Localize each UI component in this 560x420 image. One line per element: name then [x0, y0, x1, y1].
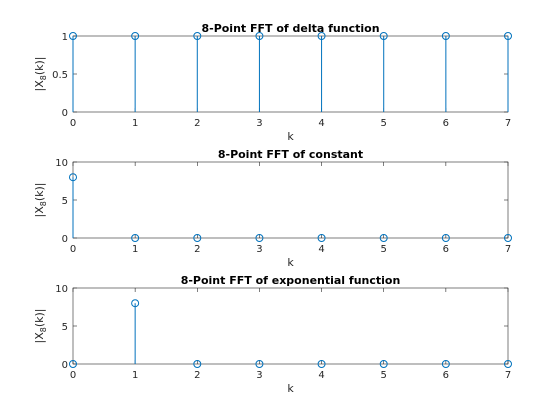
y-axis-label-main: |X [33, 80, 46, 92]
stem-marker [69, 32, 77, 40]
y-tick-label: 5 [62, 196, 68, 207]
stem-marker [131, 299, 140, 308]
stem-marker [193, 32, 202, 40]
stem-marker [379, 360, 388, 368]
subplot-2: 0 1 2 3 4 5 6 7 0 5 10 8-Point FFT of constant k |X8(… [33, 148, 512, 269]
y-tick-label: 10 [55, 158, 68, 169]
x-axis-label: k [287, 382, 294, 395]
stem-marker [193, 360, 202, 368]
y-tick-label: 0 [62, 234, 68, 245]
y-axis-label: |X8(k)| [33, 308, 48, 343]
y-axis-label-main: |X [33, 206, 46, 218]
x-tick-label: 4 [318, 370, 324, 381]
y-axis-label-tail: (k)| [33, 182, 46, 201]
y-axis-label-main: |X [33, 332, 46, 344]
x-tick-label: 4 [318, 118, 324, 129]
x-tick-label: 5 [381, 118, 387, 129]
subplot-1: 0 1 2 3 4 5 6 7 0 0.5 1 8-Point FFT of delta functi… [33, 22, 512, 143]
y-axis-label-subscript: 8 [39, 75, 48, 80]
stem-marker [379, 32, 388, 40]
stem-marker [193, 234, 202, 242]
axes-box [72, 287, 509, 365]
stem-marker [255, 360, 264, 368]
x-tick-label: 0 [70, 118, 76, 129]
stem-marker [441, 360, 450, 368]
x-tick-label: 5 [381, 370, 387, 381]
axes-box [72, 35, 509, 113]
stem-marker [504, 32, 512, 40]
chart-title: 8-Point FFT of exponential function [181, 274, 401, 287]
x-tick-label: 7 [505, 244, 511, 255]
x-tick-label: 1 [132, 244, 138, 255]
y-axis-label-tail: (k)| [33, 56, 46, 75]
stem-marker [131, 32, 140, 40]
x-tick-label: 7 [505, 118, 511, 129]
y-axis-label-tail: (k)| [33, 308, 46, 327]
y-axis-label: |X8(k)| [33, 56, 48, 91]
x-tick-label: 2 [194, 370, 200, 381]
stem-marker [69, 360, 77, 368]
chart-title: 8-Point FFT of delta function [201, 22, 379, 35]
stem-marker [504, 234, 512, 242]
y-tick-label: 10 [55, 284, 68, 295]
y-tick-label: 0 [62, 108, 68, 119]
chart-title: 8-Point FFT of constant [218, 148, 363, 161]
x-tick-label: 6 [443, 370, 449, 381]
x-tick-label: 6 [443, 118, 449, 129]
stem-marker [317, 32, 326, 40]
x-tick-label: 7 [505, 370, 511, 381]
x-tick-label: 1 [132, 118, 138, 129]
x-tick-label: 3 [256, 370, 262, 381]
stem-marker [255, 32, 264, 40]
stem-marker [379, 234, 388, 242]
y-axis-label-subscript: 8 [39, 327, 48, 332]
y-axis-label-subscript: 8 [39, 201, 48, 206]
x-tick-label: 3 [256, 244, 262, 255]
x-tick-label: 3 [256, 118, 262, 129]
x-tick-label: 1 [132, 370, 138, 381]
x-tick-label: 2 [194, 244, 200, 255]
y-tick-label: 0 [62, 360, 68, 371]
y-tick-label: 1 [62, 32, 68, 43]
y-axis-label: |X8(k)| [33, 182, 48, 217]
stem-marker [504, 360, 512, 368]
x-tick-label: 2 [194, 118, 200, 129]
stem-marker [441, 32, 450, 40]
x-tick-label: 5 [381, 244, 387, 255]
x-tick-label: 4 [318, 244, 324, 255]
y-tick-label: 5 [62, 322, 68, 333]
stem-marker [441, 234, 450, 242]
stem-marker [69, 173, 77, 182]
x-tick-label: 0 [70, 244, 76, 255]
y-tick-label: 0.5 [52, 70, 68, 81]
subplot-3: 0 1 2 3 4 5 6 7 0 5 10 8-Point FFT of exponential f… [33, 274, 512, 395]
x-axis-label: k [287, 130, 294, 143]
stem-marker [317, 234, 326, 242]
x-tick-label: 6 [443, 244, 449, 255]
x-tick-label: 0 [70, 370, 76, 381]
stem-marker [255, 234, 264, 242]
stem-marker [131, 234, 140, 242]
axes-box [72, 161, 509, 239]
x-axis-label: k [287, 256, 294, 269]
stem-marker [317, 360, 326, 368]
